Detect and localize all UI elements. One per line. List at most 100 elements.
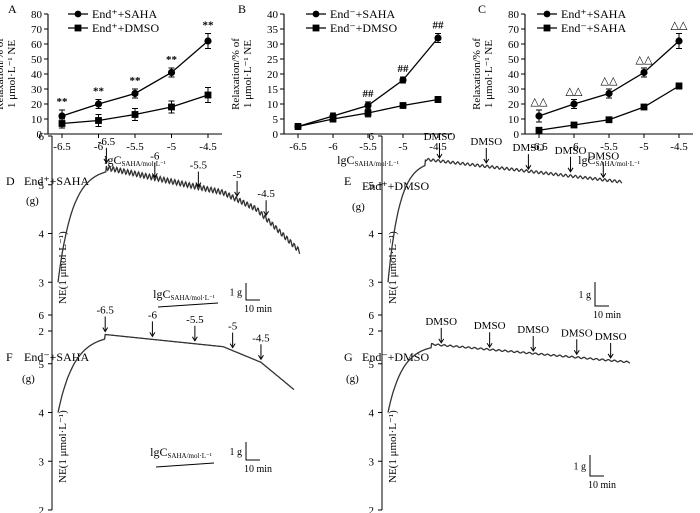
trace-tick-label-e: 3 [369,277,375,289]
x-tick-label-a: -4.5 [199,141,217,153]
y-tick-label-b: 25 [267,54,279,66]
legend-marker-a [74,10,82,18]
significance-mark-a: ** [130,75,142,87]
marker-label-f: -5 [228,321,238,333]
significance-mark-c: △△ [531,96,548,108]
trace-tick-label-g: 5 [369,359,375,371]
trace-tick-label-e: 2 [369,326,375,338]
legend-marker-c [543,24,551,32]
marker-arrowhead-e [483,158,490,164]
unit-label-f: (g) [22,373,35,385]
x-axis-label-a: lgCSAHA/mol·L⁻¹ [104,153,166,168]
data-point-a [95,117,102,124]
data-point-c [605,89,613,98]
significance-mark-a: ** [57,96,69,108]
y-tick-label-a: 30 [31,84,43,96]
y-tick-label-c: 30 [508,84,520,96]
marker-arrowhead-d [263,210,270,217]
marker-label-d: -5.5 [190,160,208,172]
x-tick-label-c: -6.5 [530,141,548,153]
y-axis-label-a-2: 1 μmol·L⁻¹ NE [6,40,18,108]
tension-trace-d [57,164,301,283]
ne-label-d: NE(1 μmol·L⁻¹) [57,231,69,304]
y-tick-label-c: 10 [508,114,520,126]
marker-label-e: DMSO [587,150,619,162]
marker-label-g: DMSO [474,320,506,332]
scale-bar-f [245,442,260,461]
marker-arrowhead-d [151,173,158,179]
data-point-b [434,96,442,103]
marker-arrowhead-g [607,353,614,359]
panel-label-f: F [6,350,13,364]
scale-bar-g [589,455,604,477]
trace-tick-label-e: 5 [369,180,375,192]
y-tick-label-b: 20 [267,69,279,81]
data-point-a [204,37,212,45]
y-tick-label-b: 30 [267,39,279,51]
lgc-bar-f [155,462,215,468]
y-tick-label-c: 20 [508,99,520,111]
trace-tick-label-f: 3 [39,456,45,468]
y-tick-label-a: 0 [37,129,43,141]
scale-bar-g-label-f: 1 g [230,447,243,458]
trace-tick-label-d: 2 [39,326,45,338]
y-axis-label-b-2: 1 μmol·L⁻¹ NE [242,40,254,108]
y-tick-label-c: 60 [508,39,520,51]
unit-label-g: (g) [346,373,359,385]
marker-arrowhead-g [438,338,445,344]
scale-bar-e [594,282,609,307]
tension-trace-g [387,342,630,413]
marker-arrowhead-d [103,158,110,164]
y-tick-label-c: 50 [508,54,520,66]
data-point-c [675,82,683,90]
ne-label-f: NE(1 μmol·L⁻¹) [57,410,69,483]
trace-tick-label-g: 6 [369,310,375,322]
marker-arrowhead-d [234,191,241,197]
marker-arrowhead-f [149,332,156,338]
trace-tick-label-f: 2 [39,505,45,513]
x-tick-label-c: -5.5 [600,141,618,153]
data-point-c [640,68,648,77]
trace-tick-label-f: 4 [39,408,45,420]
data-point-a [131,111,139,118]
legend-marker-b [312,10,320,18]
marker-label-d: -6 [150,150,160,162]
significance-mark-c: △△ [636,54,653,66]
marker-arrowhead-e [525,164,532,171]
data-point-c [640,103,648,111]
y-tick-label-c: 40 [508,69,520,81]
y-axis-label-b: Relaxation/% of [230,38,242,110]
significance-mark-c: △△ [601,75,618,87]
legend-label-c: End⁻+SAHA [561,21,626,35]
data-point-c [675,37,683,45]
trace-tick-label-d: 5 [39,180,45,192]
marker-arrowhead-f [229,343,236,349]
x-tick-label-a: -5 [167,141,177,153]
panel-label-a: A [8,2,17,16]
panel-label-c: C [478,2,486,16]
x-tick-label-a: -6 [94,141,104,153]
trace-tick-label-d: 4 [39,229,45,241]
scale-bar-min-label-g: 10 min [588,480,616,491]
x-tick-label-b: -5 [398,141,408,153]
marker-arrowhead-d [195,182,202,188]
data-point-b [329,115,337,123]
y-tick-label-c: 0 [514,129,520,141]
panel-label-g: G [344,350,353,364]
trace-title-f: End⁻+SAHA [24,350,89,364]
data-point-a [167,68,176,77]
marker-label-f: -5.5 [186,314,204,326]
data-point-a [58,120,66,127]
significance-mark-a: ** [166,54,178,66]
tension-trace-f [57,333,295,413]
legend-label-b: End⁻+DMSO [330,21,397,35]
ne-label-g: NE(1 μmol·L⁻¹) [387,410,399,483]
x-tick-label-b: -4.5 [429,141,447,153]
scale-bar-g-label-g: 1 g [574,462,587,473]
significance-mark-b: ## [398,63,410,75]
trace-tick-label-g: 4 [369,408,375,420]
legend-label-b: End⁻+SAHA [330,7,395,21]
legend-label-a: End⁺+DMSO [92,21,159,35]
y-tick-label-a: 80 [31,9,43,21]
